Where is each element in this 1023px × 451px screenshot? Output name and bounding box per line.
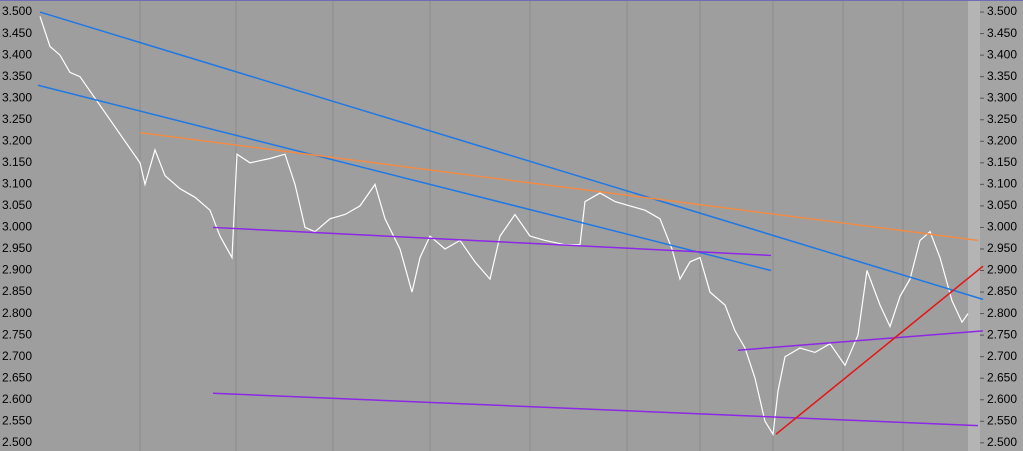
y-tick-label: 2.850 (987, 284, 1017, 298)
y-tick-label: 3.500 (987, 4, 1017, 18)
y-tick-label-left: 3.150 (2, 155, 32, 169)
y-tick-label-left: 3.100 (2, 177, 32, 191)
y-tick-label-left: 2.500 (2, 435, 32, 449)
y-tick-label: 3.250 (987, 112, 1017, 126)
y-tick-label-left: 2.600 (2, 392, 32, 406)
trendline (139, 131, 979, 242)
trendline (212, 226, 772, 257)
y-tick-label: 3.150 (987, 155, 1017, 169)
trendline (39, 11, 984, 301)
y-tick-label-left: 2.550 (2, 413, 32, 427)
price-line (39, 16, 969, 436)
y-tick-label: 3.050 (987, 198, 1017, 212)
trendline (37, 84, 772, 272)
y-tick-label: 3.100 (987, 177, 1017, 191)
y-tick-label-left: 3.200 (2, 133, 32, 147)
y-tick-label: 3.350 (987, 69, 1017, 83)
trendline (775, 265, 984, 435)
vertical-grid (139, 0, 904, 451)
y-tick-label: 2.800 (987, 306, 1017, 320)
y-tick-label: 2.550 (987, 413, 1017, 427)
plot-area (0, 0, 968, 451)
y-tick-label-left: 3.400 (2, 47, 32, 61)
scale-strip (968, 0, 980, 451)
y-tick-label-left: 3.000 (2, 220, 32, 234)
y-tick-label: 2.700 (987, 349, 1017, 363)
y-tick-label-left: 2.950 (2, 241, 32, 255)
y-tick-label-left: 3.350 (2, 69, 32, 83)
y-tick-label: 2.600 (987, 392, 1017, 406)
y-tick-label-left: 2.700 (2, 349, 32, 363)
y-tick-label-left: 2.900 (2, 263, 32, 277)
y-tick-label-left: 3.500 (2, 4, 32, 18)
y-tick-label: 2.900 (987, 263, 1017, 277)
y-tick-label-left: 2.800 (2, 306, 32, 320)
y-tick-label: 3.400 (987, 47, 1017, 61)
y-tick-label-left: 2.750 (2, 327, 32, 341)
y-tick-label: 2.500 (987, 435, 1017, 449)
y-tick-label-left: 2.850 (2, 284, 32, 298)
y-tick-label-left: 3.050 (2, 198, 32, 212)
y-tick-label-left: 3.450 (2, 26, 32, 40)
y-tick-label: 3.300 (987, 90, 1017, 104)
y-tick-label-left: 3.300 (2, 90, 32, 104)
trendline (212, 392, 979, 427)
axis-panel (980, 0, 1023, 451)
y-tick-label: 2.750 (987, 327, 1017, 341)
y-tick-label: 2.650 (987, 370, 1017, 384)
trendline (737, 330, 984, 351)
y-tick-label-left: 3.250 (2, 112, 32, 126)
y-tick-label-left: 2.650 (2, 370, 32, 384)
y-tick-label: 3.000 (987, 220, 1017, 234)
y-tick-label: 2.950 (987, 241, 1017, 255)
y-tick-label: 3.200 (987, 133, 1017, 147)
y-tick-label: 3.450 (987, 26, 1017, 40)
